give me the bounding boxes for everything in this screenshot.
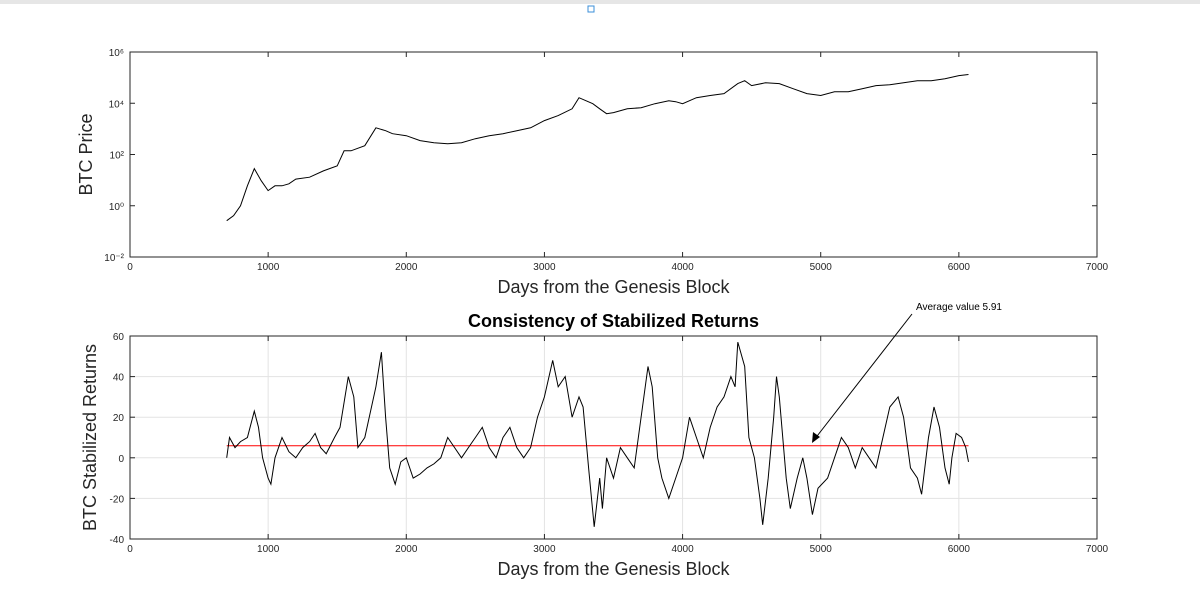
x-tick-label: 3000	[533, 262, 556, 273]
x-tick-label: 0	[127, 262, 133, 273]
figure-icon[interactable]	[587, 5, 595, 13]
y-tick-label: 60	[113, 332, 125, 343]
x-tick-label: 1000	[257, 544, 280, 555]
x-tick-label: 6000	[948, 544, 971, 555]
y-axis-label: BTC Stabilized Returns	[80, 344, 100, 531]
x-tick-label: 1000	[257, 262, 280, 273]
x-tick-label: 3000	[533, 544, 556, 555]
y-tick-label: 20	[113, 413, 125, 424]
y-tick-label: -40	[110, 535, 125, 546]
x-tick-label: 2000	[395, 262, 418, 273]
y-axis-label: BTC Price	[76, 113, 96, 195]
chart-title: Consistency of Stabilized Returns	[468, 311, 759, 331]
data-line	[226, 74, 969, 222]
x-tick-label: 7000	[1086, 544, 1109, 555]
y-tick-label: 10²	[110, 151, 125, 162]
axes-box	[129, 335, 1098, 540]
y-tick-label: 0	[118, 454, 124, 465]
x-axis-label: Days from the Genesis Block	[497, 277, 730, 297]
x-tick-label: 5000	[810, 544, 833, 555]
annotation-text: Average value 5.91	[916, 302, 1002, 313]
x-tick-label: 4000	[671, 544, 694, 555]
x-tick-label: 4000	[671, 262, 694, 273]
plot-area	[130, 52, 1097, 257]
x-tick-label: 7000	[1086, 262, 1109, 273]
axes-box	[129, 51, 1098, 258]
y-tick-label: -20	[110, 494, 125, 505]
x-tick-label: 5000	[810, 262, 833, 273]
plot-area	[130, 336, 1097, 539]
toolbar-strip	[0, 0, 1200, 4]
x-tick-label: 6000	[948, 262, 971, 273]
y-tick-label: 10⁶	[109, 48, 124, 59]
y-tick-label: 10⁰	[109, 202, 124, 213]
data-line	[226, 341, 969, 527]
x-tick-label: 0	[127, 544, 133, 555]
annotation-arrow	[813, 313, 913, 441]
x-axis-label: Days from the Genesis Block	[497, 559, 730, 579]
y-tick-label: 10⁻²	[104, 253, 124, 264]
arrow-head	[812, 432, 820, 443]
y-tick-label: 40	[113, 373, 125, 384]
y-tick-label: 10⁴	[109, 99, 124, 110]
x-tick-label: 2000	[395, 544, 418, 555]
